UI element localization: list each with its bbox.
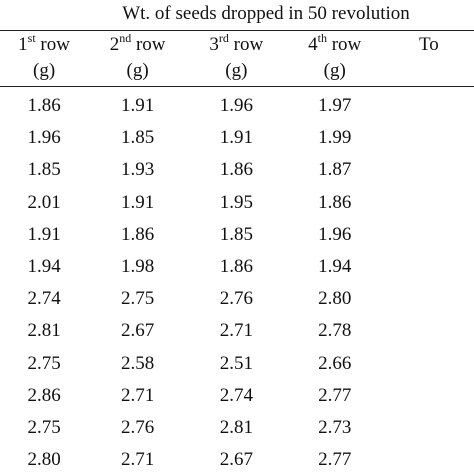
table-cell: 2.71 [121,449,155,471]
table-cell: 2.78 [318,320,352,342]
table-row: 2.75 2.58 2.51 2.66 [0,348,474,380]
table-cell: 2.77 [318,384,352,406]
table-cell: 2.75 [121,288,155,310]
column-header-1st-row: 1st row (g) [0,32,88,86]
table-cell: 1.87 [318,159,352,181]
table-row: 1.94 1.98 1.86 1.94 [0,251,474,283]
column-header-title: 1st row [18,30,70,55]
table-cell: 1.94 [318,256,352,278]
table-row: 2.81 2.67 2.71 2.78 [0,315,474,347]
table-cell: 1.86 [318,191,352,213]
table-row: 2.01 1.91 1.95 1.86 [0,187,474,219]
table-cell [384,348,474,380]
table-cell: 1.91 [219,127,253,149]
top-rule [0,30,474,31]
column-header-title: 3rd row [209,30,264,55]
table-cell: 2.86 [27,384,61,406]
table-row: 1.91 1.86 1.85 1.96 [0,219,474,251]
table-row: 1.96 1.85 1.91 1.99 [0,122,474,154]
table-cell: 1.99 [318,127,352,149]
table-cell: 2.67 [219,449,253,471]
table-cell: 2.76 [219,288,253,310]
table-cell [384,122,474,154]
table-cell: 2.58 [121,352,155,374]
table-row: 2.86 2.71 2.74 2.77 [0,380,474,412]
table-cell: 2.71 [121,384,155,406]
header-row: 1st row (g) 2nd row (g) 3rd row (g) 4th … [0,32,474,86]
column-header-unit: (g) [126,60,149,81]
column-header-total: To [384,32,474,86]
table-cell: 1.93 [121,159,155,181]
table-cell [384,154,474,186]
table-row: 2.75 2.76 2.81 2.73 [0,412,474,444]
table-cell [384,444,474,474]
table-cell: 1.86 [219,159,253,181]
table-row: 1.85 1.93 1.86 1.87 [0,154,474,186]
table-cell: 1.91 [27,223,61,245]
table-cell: 2.81 [27,320,61,342]
table-caption: Wt. of seeds dropped in 50 revolution [122,3,410,24]
table-cell: 1.95 [219,191,253,213]
table-cell: 2.81 [219,417,253,439]
table-cell: 1.94 [27,256,61,278]
column-header-unit: (g) [225,60,248,81]
table-cell: 2.51 [219,352,253,374]
table-cell [384,380,474,412]
table-cell: 1.91 [121,95,155,116]
table-cell: 1.85 [219,223,253,245]
table-cell: 1.85 [121,127,155,149]
table-cell: 2.76 [121,417,155,439]
table-cell: 2.01 [27,191,61,213]
table-cell [384,187,474,219]
column-header-title: To [419,34,439,55]
table-cell: 1.96 [27,127,61,149]
table-cell: 2.73 [318,417,352,439]
table-cell: 1.86 [27,95,61,116]
table-cell: 2.66 [318,352,352,374]
column-header-unit: (g) [33,60,56,81]
table-cell: 1.98 [121,256,155,278]
table-cell: 1.97 [318,95,352,116]
table-cell: 2.71 [219,320,253,342]
table-cell: 1.96 [318,223,352,245]
table-cell: 2.67 [121,320,155,342]
table-cell: 2.74 [27,288,61,310]
seed-weight-table: 1st row (g) 2nd row (g) 3rd row (g) 4th … [0,32,474,474]
table-cell [384,90,474,122]
column-header-unit [384,58,474,84]
table-row: 2.74 2.75 2.76 2.80 [0,283,474,315]
column-header-title: 2nd row [109,30,166,55]
table-cell: 2.75 [27,417,61,439]
table-cell: 2.75 [27,352,61,374]
table-cell: 2.80 [318,288,352,310]
table-cell: 1.96 [219,95,253,116]
table-cell [384,315,474,347]
column-header-4th-row: 4th row (g) [286,32,384,86]
table-cell [384,251,474,283]
table-cell: 2.80 [27,449,61,471]
table-cell: 1.85 [27,159,61,181]
table-cell: 1.86 [219,256,253,278]
table-body: 1.86 1.91 1.96 1.97 1.96 1.85 1.91 1.99 1.85 1.93… [0,86,474,474]
table-cell: 2.74 [219,384,253,406]
column-header-unit: (g) [323,60,346,81]
column-header-2nd-row: 2nd row (g) [88,32,187,86]
table-cell [384,283,474,315]
table-cell: 1.91 [121,191,155,213]
table-cell: 1.86 [121,223,155,245]
table-cell: 2.77 [318,449,352,471]
table-row: 1.86 1.91 1.96 1.97 [0,90,474,122]
table-cell [384,412,474,444]
table-row: 2.80 2.71 2.67 2.77 [0,444,474,474]
header-rule [0,86,474,87]
column-header-title: 4th row [308,30,362,55]
table-cell [384,219,474,251]
column-header-3rd-row: 3rd row (g) [187,32,285,86]
